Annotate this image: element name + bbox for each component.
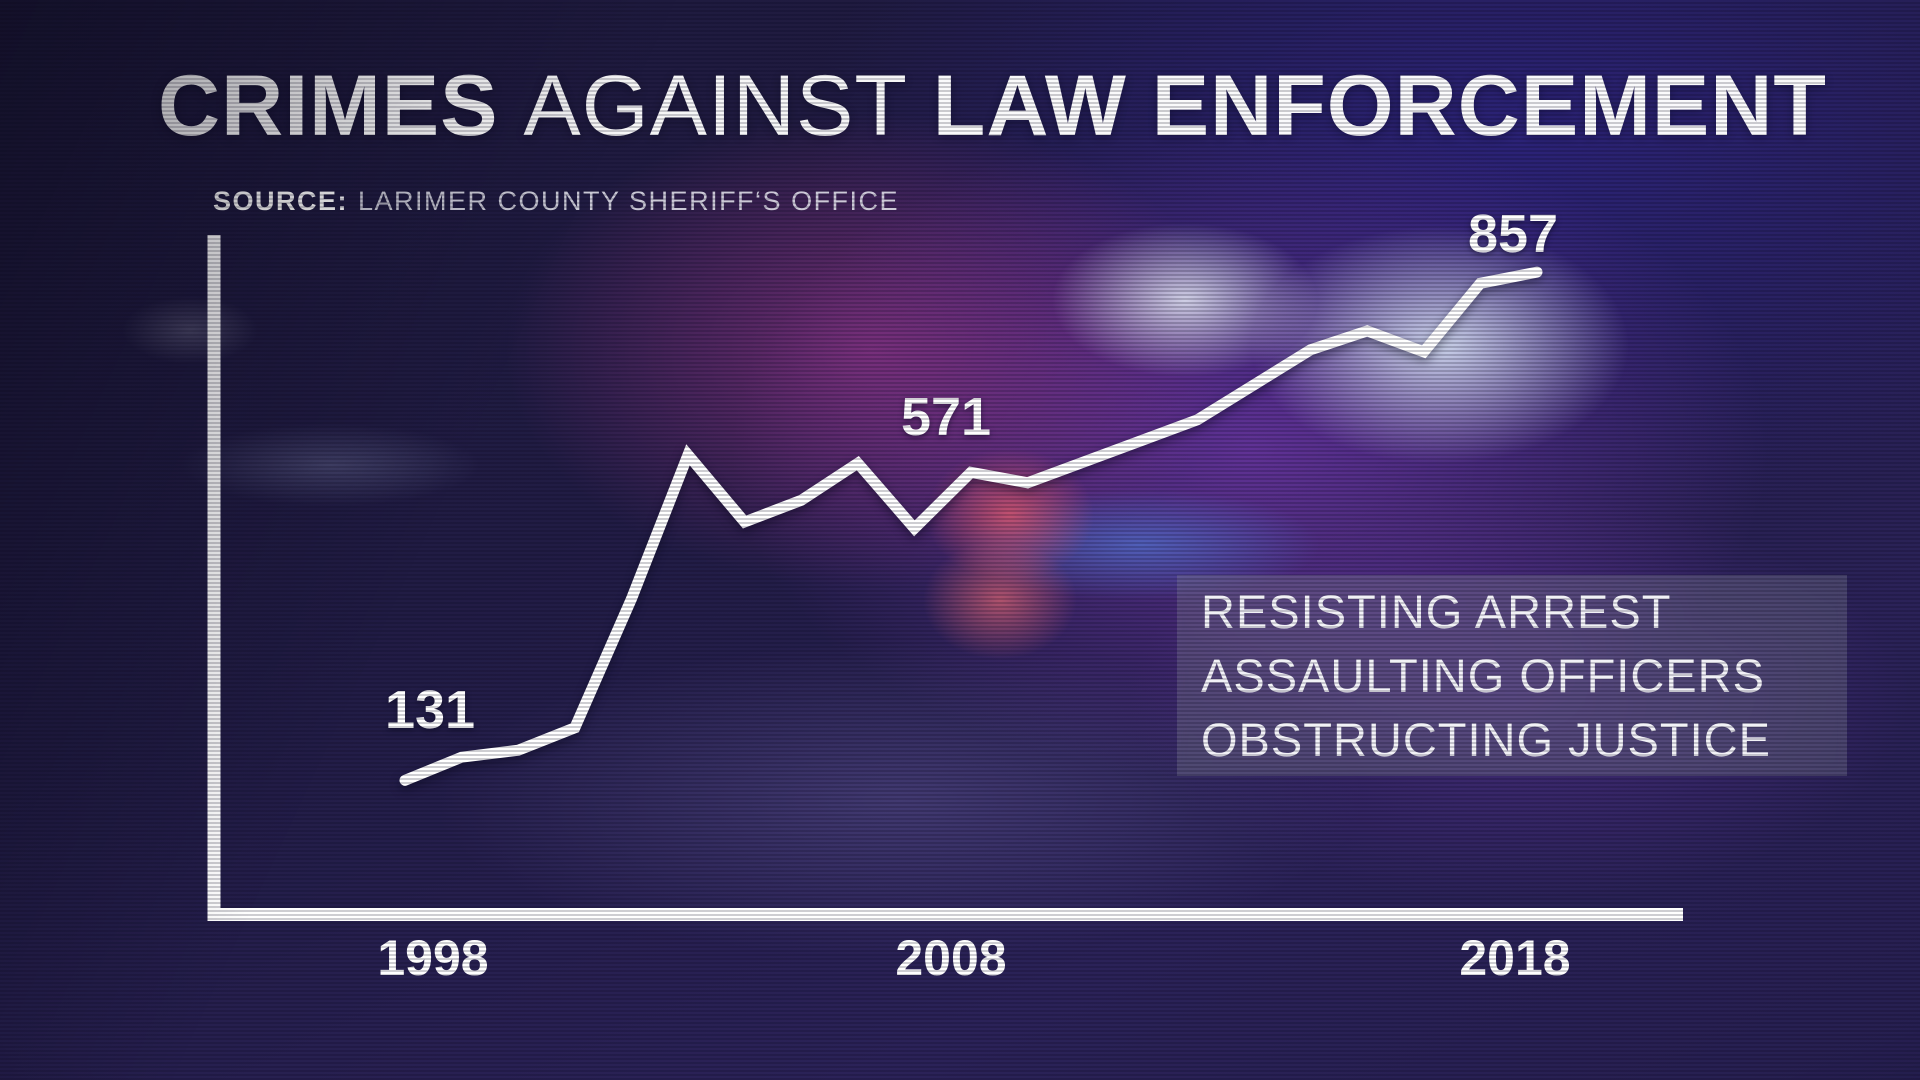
- annotation-line-1: RESISTING ARREST: [1201, 584, 1672, 638]
- x-tick-1998: 1998: [377, 930, 488, 986]
- annotation-line-3: OBSTRUCTING JUSTICE: [1201, 712, 1771, 766]
- annotation-line-2: ASSAULTING OFFICERS: [1201, 648, 1765, 702]
- annotation-box: RESISTING ARREST ASSAULTING OFFICERS OBS…: [1177, 575, 1847, 776]
- data-label-131: 131: [385, 680, 475, 740]
- data-label-571: 571: [901, 387, 991, 447]
- x-tick-2008: 2008: [895, 930, 1006, 986]
- x-tick-2018: 2018: [1459, 930, 1570, 986]
- data-label-857: 857: [1468, 204, 1558, 264]
